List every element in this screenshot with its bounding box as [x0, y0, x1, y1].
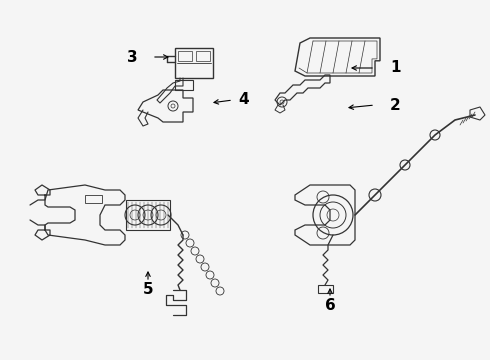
Text: 3: 3	[127, 49, 138, 64]
Text: 2: 2	[390, 98, 401, 112]
Text: 5: 5	[143, 283, 153, 297]
Text: 1: 1	[390, 60, 400, 76]
Text: 6: 6	[325, 297, 335, 312]
Text: 4: 4	[238, 93, 248, 108]
